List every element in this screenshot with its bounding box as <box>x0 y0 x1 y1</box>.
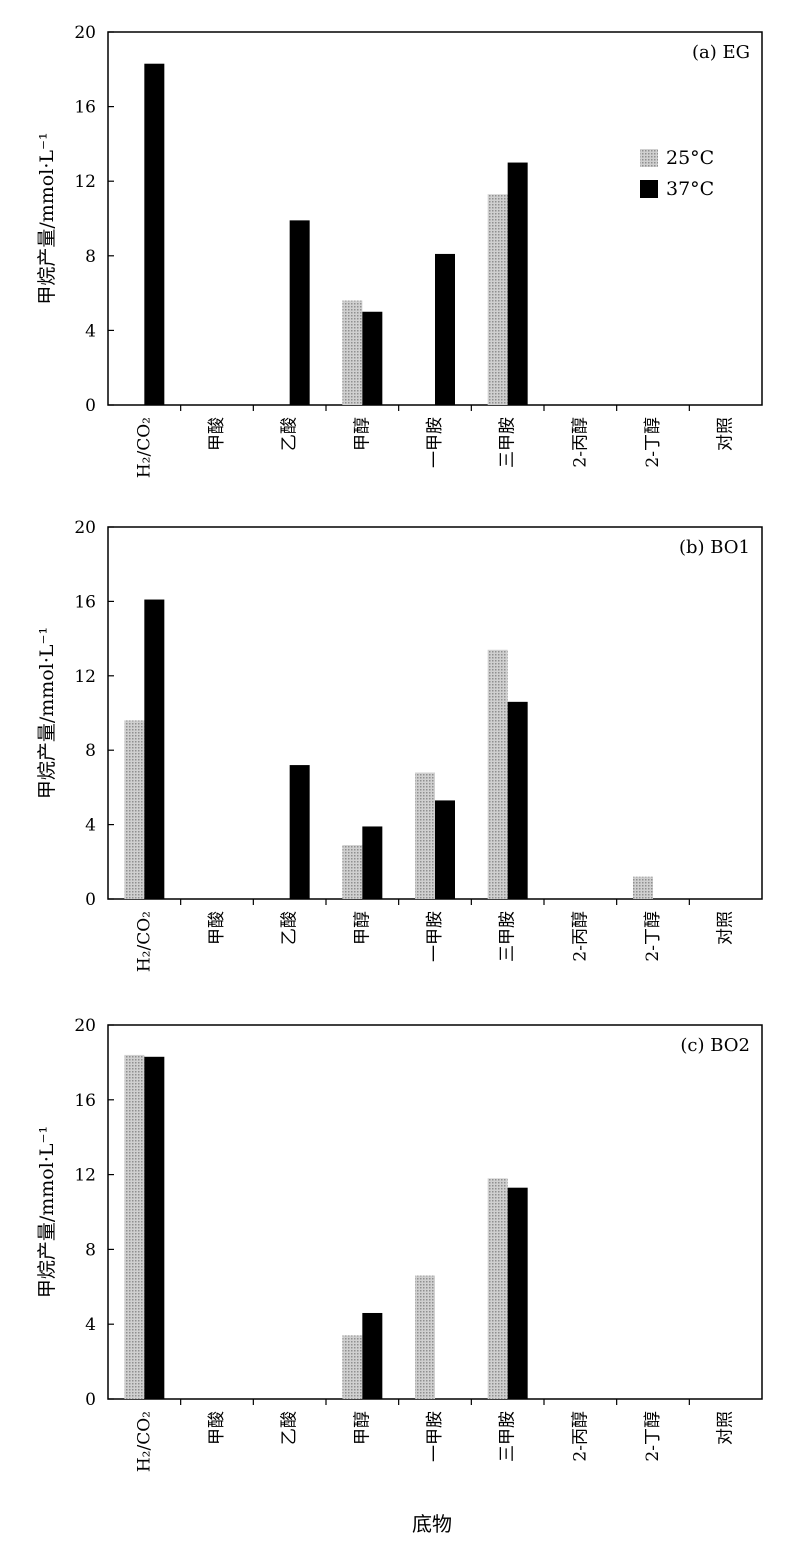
category-label: H₂/CO₂ <box>134 1411 154 1472</box>
category-label: 一甲胺 <box>425 417 445 468</box>
legend-swatch-s37 <box>640 180 658 198</box>
x-axis-label: 底物 <box>412 1512 452 1536</box>
bar-s25-5 <box>487 649 508 899</box>
bar-s37-3 <box>362 311 383 405</box>
category-label: 甲醇 <box>352 1411 372 1445</box>
y-tick-label: 16 <box>74 592 96 612</box>
category-label: 乙酸 <box>280 911 300 945</box>
panel-title: (b) BO1 <box>679 537 750 558</box>
category-label: H₂/CO₂ <box>134 911 154 972</box>
chart-panel-0: 0 4 8 12 16 20 H₂/CO₂ 甲酸 乙酸 甲醇 一甲胺 三甲胺 2-丙醇 2-丁醇 对照 (a)… <box>36 23 763 478</box>
y-tick-label: 0 <box>85 1390 96 1410</box>
category-label: 对照 <box>716 417 736 451</box>
category-label: 对照 <box>716 911 736 945</box>
category-label: 2-丁醇 <box>643 911 663 962</box>
bar-s37-3 <box>362 826 383 899</box>
category-label: 三甲胺 <box>498 911 518 962</box>
bar-s37-4 <box>435 253 455 405</box>
category-label: 甲酸 <box>207 1411 227 1445</box>
category-label: 一甲胺 <box>425 911 445 962</box>
panel-title: (a) EG <box>692 42 750 63</box>
y-tick-label: 20 <box>74 23 96 43</box>
legend-label: 37°C <box>666 178 714 200</box>
category-label: 对照 <box>716 1411 736 1445</box>
y-axis-label: 甲烷产量/mmol·L⁻¹ <box>36 1126 58 1298</box>
category-label: 一甲胺 <box>425 1411 445 1462</box>
bar-s37-2 <box>289 765 310 899</box>
y-tick-label: 8 <box>85 741 96 761</box>
chart-panel-2: 0 4 8 12 16 20 H₂/CO₂ 甲酸 乙酸 甲醇 一甲胺 三甲胺 2-丙醇 2-丁醇 对照 (c)… <box>36 1016 763 1472</box>
bar-s25-7 <box>633 876 653 899</box>
bar-s37-0 <box>144 599 165 899</box>
bar-s25-4 <box>415 772 435 899</box>
y-tick-label: 4 <box>85 816 96 836</box>
y-tick-label: 4 <box>85 321 96 341</box>
bar-s37-2 <box>289 220 310 405</box>
category-label: 2-丙醇 <box>570 911 590 962</box>
category-label: 甲醇 <box>352 911 372 945</box>
y-tick-label: 8 <box>85 247 96 267</box>
category-label: 2-丙醇 <box>570 1411 590 1462</box>
bar-s37-3 <box>362 1312 383 1399</box>
bar-s25-5 <box>487 194 508 405</box>
y-tick-label: 12 <box>74 667 96 687</box>
y-tick-label: 4 <box>85 1315 96 1335</box>
bar-s25-0 <box>124 720 145 899</box>
category-label: 乙酸 <box>280 1411 300 1445</box>
chart-panel-1: 0 4 8 12 16 20 H₂/CO₂ 甲酸 乙酸 甲醇 一甲胺 三甲胺 2-丙醇 2-丁醇 对照 (b)… <box>36 518 763 972</box>
bar-s37-0 <box>144 63 165 406</box>
category-label: 2-丁醇 <box>643 417 663 468</box>
y-tick-label: 20 <box>74 518 96 538</box>
y-tick-label: 16 <box>74 98 96 118</box>
panel-title: (c) BO2 <box>680 1035 750 1056</box>
category-label: 2-丙醇 <box>570 417 590 468</box>
category-label: 乙酸 <box>280 417 300 451</box>
bar-s37-0 <box>144 1056 165 1399</box>
bar-s37-4 <box>435 800 455 899</box>
category-label: H₂/CO₂ <box>134 417 154 478</box>
legend: 25°C 37°C <box>640 147 714 200</box>
y-tick-label: 16 <box>74 1091 96 1111</box>
category-label: 三甲胺 <box>498 417 518 468</box>
bar-s25-3 <box>342 300 363 405</box>
y-tick-label: 12 <box>74 1166 96 1186</box>
y-tick-label: 12 <box>74 172 96 192</box>
y-tick-label: 0 <box>85 396 96 416</box>
category-label: 甲酸 <box>207 911 227 945</box>
category-label: 三甲胺 <box>498 1411 518 1462</box>
category-label: 甲醇 <box>352 417 372 451</box>
y-tick-label: 8 <box>85 1240 96 1260</box>
category-label: 2-丁醇 <box>643 1411 663 1462</box>
bar-s25-0 <box>124 1054 145 1399</box>
bar-s25-3 <box>342 845 363 899</box>
bar-s37-5 <box>507 701 528 899</box>
category-label: 甲酸 <box>207 417 227 451</box>
y-axis-label: 甲烷产量/mmol·L⁻¹ <box>36 132 58 304</box>
y-tick-label: 0 <box>85 890 96 910</box>
legend-label: 25°C <box>666 147 714 169</box>
y-axis-label: 甲烷产量/mmol·L⁻¹ <box>36 627 58 799</box>
bar-s25-4 <box>415 1275 435 1399</box>
y-tick-label: 20 <box>74 1016 96 1036</box>
bar-s37-5 <box>507 1187 528 1399</box>
legend-swatch-s25 <box>640 149 658 167</box>
bar-s25-5 <box>487 1178 508 1399</box>
bar-s37-5 <box>507 162 528 405</box>
bar-s25-3 <box>342 1335 363 1399</box>
